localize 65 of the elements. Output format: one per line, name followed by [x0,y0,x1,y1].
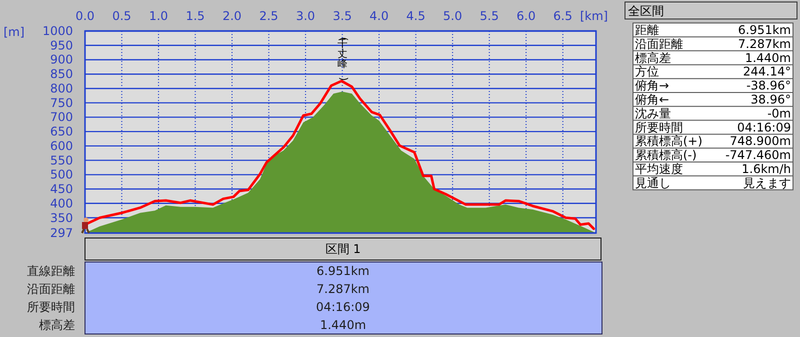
text: 直線距離 [27,264,75,278]
y-tick-label: 1000 [42,24,73,38]
text: 標高差 [39,318,75,332]
text: 1.440m [744,50,791,65]
text: 距離 [635,23,659,37]
text: -0m [767,106,791,120]
y-tick-label: 850 [50,67,73,82]
x-tick-label: 2.5 [259,9,278,23]
text: 所要時間 [27,300,75,314]
text: 7.287km [738,36,791,51]
text: 累積標高(-) [635,148,697,162]
x-tick-label: 3.0 [296,9,316,23]
text: 俯角← [635,92,670,106]
text: 748.900m [730,134,791,148]
text: 標高差 [635,50,671,65]
text: 方位 [635,64,659,79]
text: 6.951km [316,264,370,278]
y-tick-label: 500 [50,168,73,182]
x-tick-label: 0.5 [112,9,132,23]
text: 1.440m [320,318,366,332]
y-tick-label: 800 [50,81,73,96]
y-tick-label: 650 [50,124,73,139]
x-tick-label: 2.0 [222,9,242,23]
y-tick-label: 900 [50,52,73,67]
x-axis-title: [km] [580,9,608,23]
text: 見通し [635,176,671,190]
text: 04:16:09 [316,300,370,314]
text: 沿面距離 [27,282,75,296]
y-tick-label: 700 [50,110,73,124]
text: 区間 1 [325,242,361,256]
x-tick-label: 0.0 [75,9,95,23]
text: -38.96° [746,78,791,93]
text: 俯角→ [635,78,670,93]
y-tick-label: 297 [50,226,73,240]
text: 所要時間 [635,120,683,134]
x-tick-label: 4.0 [370,9,389,23]
text: 1.6km/h [742,162,791,176]
x-tick-label: 6.5 [553,9,572,23]
x-tick-label: 5.0 [443,9,462,23]
x-tick-label: 5.5 [480,9,499,23]
y-tick-label: 750 [50,96,73,110]
x-tick-label: 6.0 [516,9,536,23]
text: 6.951km [738,23,791,37]
text: 累積標高(+) [635,134,702,148]
y-axis-title: [m] [3,25,25,39]
text: 38.96° [750,92,791,106]
text: 244.14° [743,64,791,79]
text: 沿面距離 [635,36,683,51]
y-tick-label: 450 [50,182,73,196]
text: 平均速度 [635,162,683,176]
text: 沈み量 [635,106,671,120]
y-tick-label: 550 [50,153,73,168]
y-tick-label: 950 [50,38,73,52]
text: 見えます [743,176,791,190]
text: 全区間 [628,4,664,18]
text: -747.460m [725,148,791,162]
y-tick-label: 400 [50,196,73,210]
y-tick-label: 350 [50,210,73,225]
y-tick-label: 600 [50,138,73,153]
x-tick-label: 1.5 [186,9,205,23]
text: 04:16:09 [737,120,791,134]
x-tick-label: 3.5 [332,9,352,23]
x-tick-label: 1.0 [148,9,168,23]
text: 7.287km [316,282,370,296]
x-tick-label: 4.5 [406,9,426,23]
